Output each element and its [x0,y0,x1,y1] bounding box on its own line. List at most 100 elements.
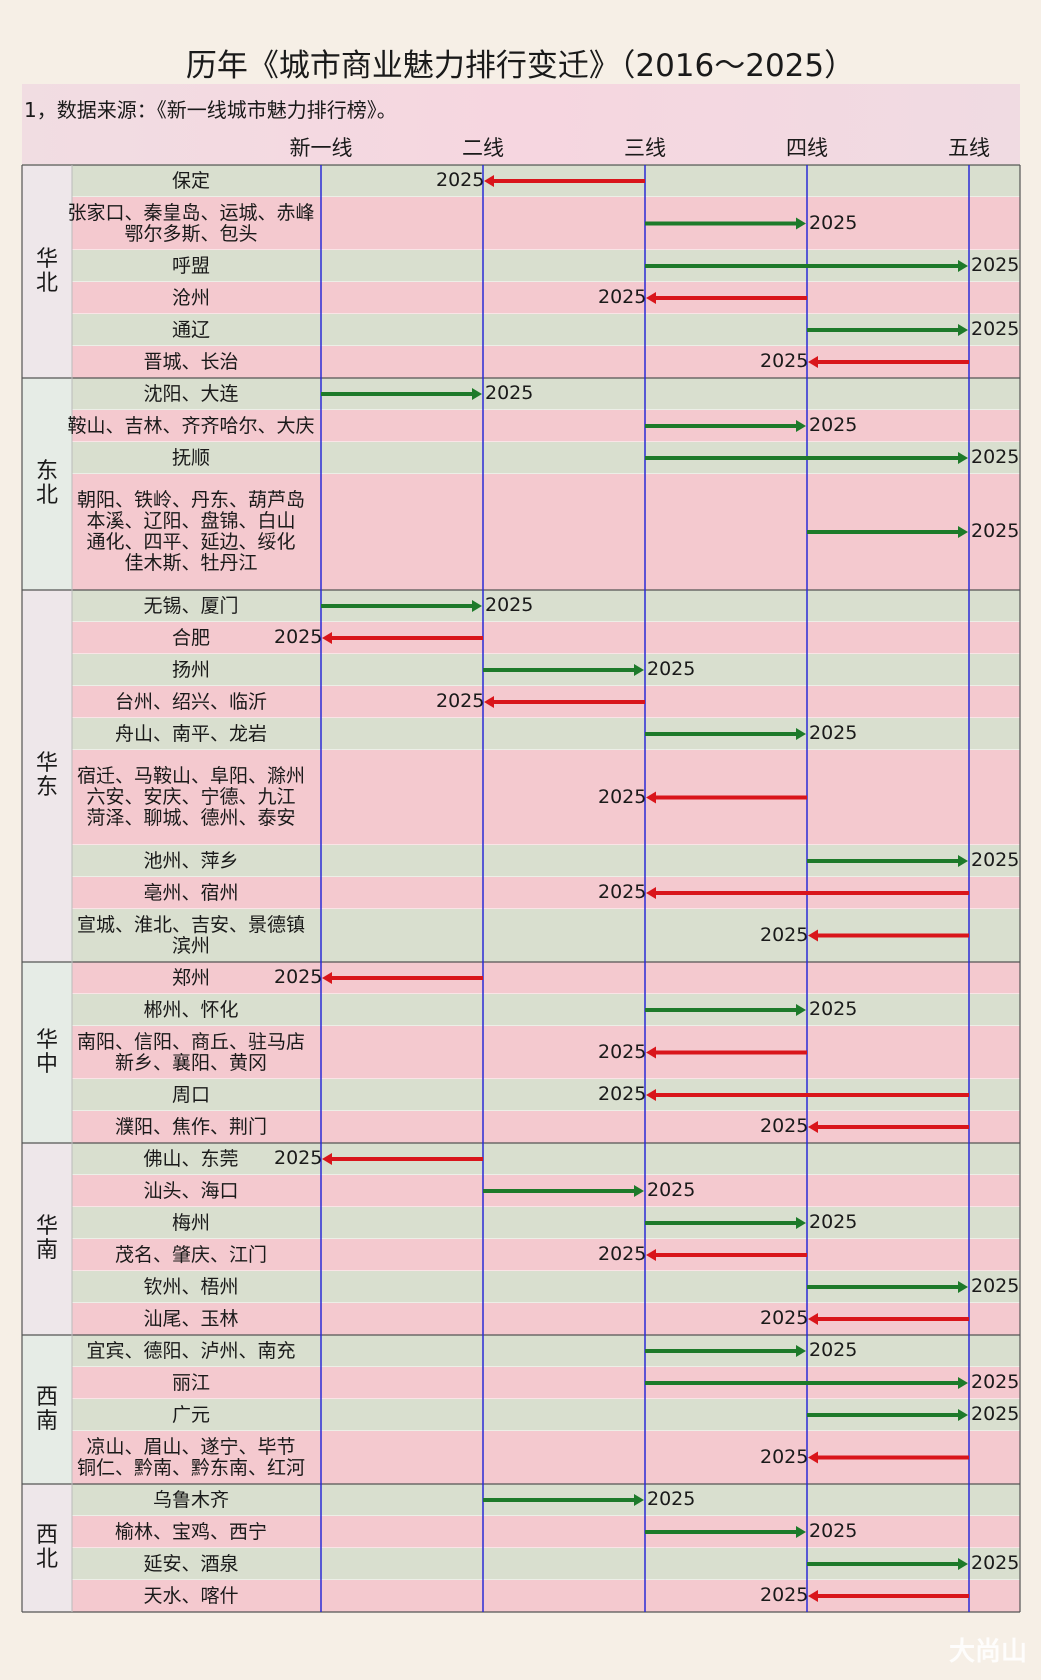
city-label-line: 张家口、秦皇岛、运城、赤峰 [67,201,315,224]
year-label: 2025 [274,1147,323,1169]
city-label-line: 汕头、海口 [143,1179,239,1202]
header-band [22,84,1020,164]
region-cell [22,1335,72,1484]
city-label-line: 郴州、怀化 [143,998,239,1021]
arrow-head [646,1046,656,1059]
region-cell [22,962,72,1143]
city-label-line: 通化、四平、延边、绥化 [86,531,296,553]
city-label: 宣城、淮北、吉安、景德镇 滨州 [66,913,316,957]
city-label: 抚顺 [66,447,316,469]
year-label: 2025 [809,1339,858,1361]
city-label: 南阳、信阳、商丘、驻马店 新乡、襄阳、黄冈 [66,1031,316,1074]
row-background [72,994,1020,1026]
arrow-head [958,1558,968,1570]
row-background [72,718,1020,750]
row-background [72,590,1020,622]
city-label: 张家口、秦皇岛、运城、赤峰 鄂尔多斯、包头 [66,201,316,245]
year-label: 2025 [598,1083,647,1105]
arrow-head [958,1377,968,1389]
row-background [72,962,1020,994]
city-label-line: 滨州 [171,934,210,957]
city-label-line: 本溪、辽阳、盘锦、白山 [86,510,296,532]
year-label: 2025 [760,923,809,946]
arrow-head [808,1451,818,1464]
city-label: 濮阳、焦作、荆门 [66,1116,316,1138]
city-label: 梅州 [66,1212,316,1234]
region-char: 北 [35,483,58,508]
row-background [72,622,1020,654]
tier-label: 二线 [462,136,504,160]
city-label: 丽江 [66,1372,316,1394]
city-label: 沈阳、大连 [66,383,316,405]
arrow-head [322,1153,332,1165]
city-label: 扬州 [66,658,316,681]
city-label-line: 晋城、长治 [143,350,239,373]
year-label: 2025 [971,446,1020,468]
city-label-line: 茂名、肇庆、江门 [114,1243,267,1266]
city-label-line: 新乡、襄阳、黄冈 [114,1051,267,1074]
city-label-line: 凉山、眉山、遂宁、毕节 [86,1435,296,1458]
arrow-head [796,1345,806,1357]
row-background [72,1239,1020,1271]
city-label: 钦州、梧州 [66,1275,316,1298]
city-label-line: 菏泽、聊城、德州、泰安 [86,807,296,829]
arrow-head [808,356,818,368]
city-label-line: 钦州、梧州 [143,1275,239,1298]
city-label: 鞍山、吉林、齐齐哈尔、大庆 [66,415,316,437]
region-char: 北 [35,1547,58,1572]
city-label-line: 宜宾、德阳、泸州、南充 [86,1339,296,1362]
city-label: 乌鲁木齐 [66,1488,316,1511]
row-background [72,750,1020,845]
arrow-head [796,1526,806,1538]
city-label: 晋城、长治 [66,350,316,373]
year-label: 2025 [436,690,485,712]
city-label-line: 朝阳、铁岭、丹东、葫芦岛 [76,489,305,511]
tier-label: 新一线 [289,136,353,160]
city-label: 周口 [66,1083,316,1106]
arrow-head [484,696,494,708]
region-char: 华 [35,246,58,272]
arrow-head [472,388,482,400]
city-label-line: 延安、酒泉 [143,1552,239,1575]
tier-label: 四线 [786,136,828,160]
city-label-line: 天水、喀什 [143,1584,239,1607]
arrow-head [646,791,656,804]
arrow-head [958,1281,968,1293]
city-label: 凉山、眉山、遂宁、毕节 铜仁、黔南、黔东南、红河 [66,1435,316,1479]
arrow-head [808,929,818,942]
city-label-line: 宿迁、马鞍山、阜阳、滁州 [76,765,305,787]
year-label: 2025 [971,1275,1020,1297]
arrow-head [484,175,494,187]
region-char: 西 [35,1523,58,1548]
arrow-head [958,260,968,272]
year-label: 2025 [971,849,1020,871]
city-label-line: 宣城、淮北、吉安、景德镇 [76,913,305,936]
year-label: 2025 [760,1307,809,1329]
arrow-head [958,1409,968,1421]
region-cell [22,1143,72,1335]
city-label-line: 乌鲁木齐 [152,1488,229,1511]
arrow-head [808,1121,818,1133]
arrow-head [796,1217,806,1229]
year-label: 2025 [598,1040,647,1063]
city-label: 汕头、海口 [66,1179,316,1202]
city-label-line: 扬州 [171,658,210,681]
row-background [72,410,1020,442]
year-label: 2025 [274,626,323,648]
city-label-line: 佳木斯、牡丹江 [124,552,258,574]
region-label: 华南 [35,1215,59,1263]
region-char: 华 [35,1214,58,1239]
row-background [72,1516,1020,1548]
city-label: 天水、喀什 [66,1584,316,1607]
arrow-head [958,526,968,538]
arrow-head [322,972,332,984]
year-label: 2025 [647,1179,696,1201]
city-label-line: 合肥 [171,626,210,649]
arrow-head [646,292,656,304]
city-label-line: 无锡、厦门 [143,594,239,617]
city-label-line: 周口 [171,1083,210,1106]
city-label: 台州、绍兴、临沂 [66,690,316,713]
city-label-line: 台州、绍兴、临沂 [114,690,267,713]
row-background [72,1026,1020,1079]
